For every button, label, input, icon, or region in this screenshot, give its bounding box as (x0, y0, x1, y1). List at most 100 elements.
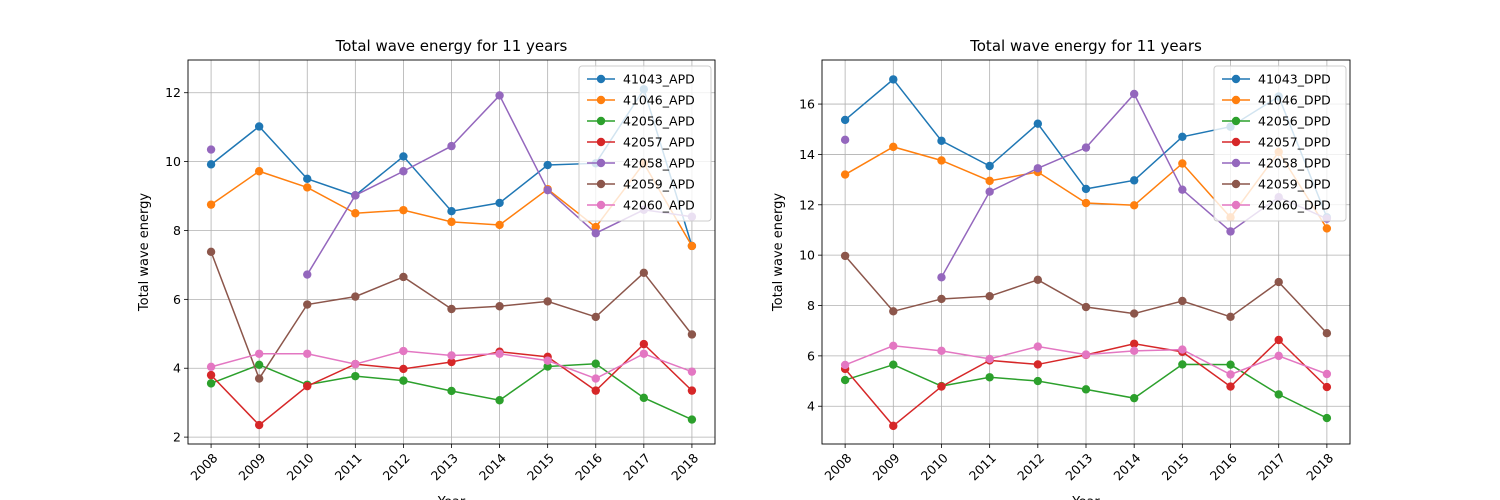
x-tick-label: 2010 (284, 450, 317, 483)
y-tick-label: 10 (165, 154, 181, 169)
data-point (447, 351, 456, 360)
data-point (1033, 164, 1043, 173)
data-point (591, 229, 600, 238)
data-point (1274, 390, 1283, 399)
y-tick-label: 8 (173, 223, 181, 238)
data-point (840, 375, 850, 385)
legend-entry: 42060_APD (587, 198, 695, 213)
legend-label: 42060_DPD (1258, 198, 1331, 213)
x-tick-label: 2013 (1062, 450, 1095, 483)
data-point (1322, 413, 1332, 423)
data-point (206, 145, 216, 154)
legend-label: 41043_APD (623, 72, 695, 87)
y-tick-label: 6 (807, 348, 815, 363)
data-point (1081, 184, 1091, 194)
data-point (639, 393, 649, 403)
data-point (447, 386, 456, 396)
data-point (303, 183, 312, 192)
legend-marker (596, 158, 606, 168)
legend-label: 42059_APD (623, 177, 695, 192)
data-point (1033, 275, 1043, 285)
data-point (1129, 346, 1139, 356)
x-tick-label: 2016 (1207, 450, 1240, 483)
legend-marker (1231, 116, 1241, 126)
x-tick-label: 2012 (380, 450, 413, 483)
x-tick-label: 2017 (620, 450, 653, 483)
legend-marker (1231, 179, 1241, 189)
legend-marker (596, 179, 606, 189)
data-point (937, 273, 946, 282)
legend-marker (1231, 137, 1241, 147)
legend-marker (1231, 158, 1241, 168)
data-point (254, 374, 264, 383)
legend-label: 42060_APD (623, 198, 695, 213)
data-point (351, 371, 360, 381)
data-point (1033, 119, 1043, 128)
data-point (495, 198, 504, 208)
data-point (543, 362, 552, 371)
data-point (1178, 360, 1187, 369)
data-point (1033, 360, 1043, 369)
data-point (687, 330, 697, 339)
data-point (351, 359, 360, 369)
legend-entry: 41043_DPD (1222, 72, 1331, 87)
data-point (591, 312, 600, 322)
data-point (639, 349, 649, 358)
legend-marker (596, 116, 606, 126)
legend-marker (1231, 95, 1241, 105)
data-point (687, 415, 697, 424)
legend-marker (596, 74, 606, 84)
y-tick-label: 6 (173, 292, 181, 307)
data-point (985, 373, 994, 382)
data-point (399, 272, 408, 282)
legend-label: 41046_DPD (1258, 93, 1331, 108)
legend-entry: 41046_DPD (1222, 93, 1331, 108)
legend-label: 42056_DPD (1258, 114, 1331, 129)
x-axis-label: Year (1071, 495, 1100, 500)
legend-marker (1231, 74, 1241, 84)
x-tick-label: 2014 (1110, 450, 1143, 483)
series-42056_DPD (840, 360, 1332, 423)
data-point (1274, 335, 1283, 345)
y-tick-label: 2 (173, 430, 181, 445)
legend-entry: 42056_DPD (1222, 114, 1331, 129)
x-tick-label: 2018 (668, 450, 701, 483)
data-point (687, 241, 697, 251)
data-point (591, 374, 600, 383)
data-point (1178, 345, 1187, 354)
data-point (254, 122, 264, 131)
data-point (1226, 227, 1235, 236)
legend: 41043_APD 41046_APD 42056_APD 42057_APD 4205… (578, 65, 712, 222)
data-point (1322, 224, 1332, 233)
data-point (206, 362, 216, 372)
data-point (937, 382, 946, 391)
data-point (206, 247, 216, 257)
data-point (303, 349, 312, 358)
data-point (1033, 342, 1043, 351)
chart-panel-2: 2008 2009 2010 2011 2012 2013 2014 2015 2016 2017… (771, 37, 1351, 500)
data-point (495, 396, 504, 405)
data-point (889, 142, 898, 152)
data-point (303, 270, 312, 279)
legend-box (578, 65, 712, 222)
data-point (937, 156, 946, 165)
x-tick-label: 2011 (966, 450, 999, 483)
data-point (1322, 369, 1332, 379)
data-point (1178, 185, 1187, 194)
legend-entry: 41046_APD (587, 93, 695, 108)
data-point (351, 191, 360, 200)
data-point (1033, 376, 1043, 386)
data-point (206, 370, 216, 380)
data-point (543, 185, 552, 195)
data-point (591, 386, 600, 395)
y-tick-label: 16 (799, 97, 815, 112)
data-point (495, 91, 504, 100)
x-tick-label: 2008 (821, 450, 854, 483)
data-point (1226, 382, 1235, 391)
data-point (840, 135, 850, 145)
data-point (889, 360, 898, 369)
legend-entry: 42059_DPD (1222, 177, 1331, 192)
legend-label: 42059_DPD (1258, 177, 1331, 192)
data-point (495, 349, 504, 358)
x-tick-label: 2014 (476, 450, 509, 483)
